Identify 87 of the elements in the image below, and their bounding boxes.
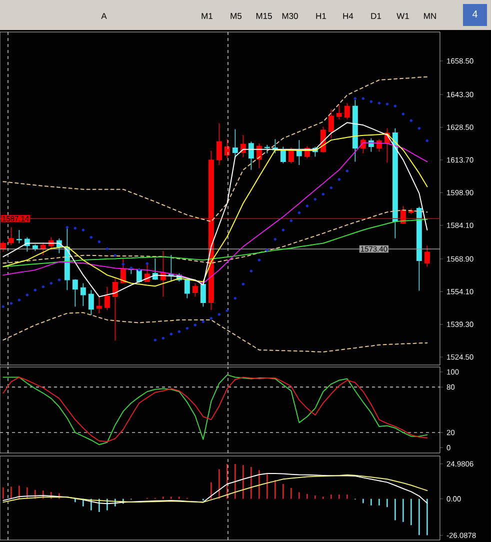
candlestick	[288, 146, 294, 164]
candlestick	[232, 128, 238, 159]
point	[218, 312, 221, 316]
point	[90, 236, 93, 239]
candlestick	[280, 146, 286, 164]
point	[58, 278, 61, 282]
point	[82, 228, 85, 232]
point	[138, 268, 141, 272]
point	[234, 296, 237, 300]
candlestick	[104, 286, 110, 310]
candlestick	[216, 122, 222, 166]
point	[418, 126, 421, 130]
point	[162, 336, 165, 340]
point	[306, 204, 309, 208]
point	[210, 316, 213, 320]
text: H1	[316, 13, 326, 19]
text: D1	[371, 13, 382, 19]
point	[330, 186, 333, 190]
point	[202, 320, 205, 324]
point	[34, 288, 37, 292]
candlestick	[96, 296, 102, 314]
point	[50, 282, 53, 285]
point	[154, 338, 157, 342]
point	[426, 139, 429, 142]
point	[378, 102, 381, 105]
point	[298, 211, 301, 214]
candlestick	[336, 104, 342, 120]
candlestick	[224, 138, 230, 159]
point	[226, 309, 229, 312]
text: M30	[282, 13, 298, 20]
point	[146, 262, 149, 265]
point	[26, 294, 29, 296]
text: A	[101, 13, 107, 19]
candlestick	[88, 290, 94, 316]
text: M1	[202, 13, 212, 19]
candlestick	[184, 278, 190, 299]
candlestick	[112, 278, 118, 342]
point	[282, 228, 285, 232]
point	[402, 112, 405, 116]
point	[122, 262, 125, 266]
point	[290, 219, 293, 222]
point	[394, 104, 397, 108]
text: M15	[256, 13, 272, 19]
point	[194, 324, 197, 326]
point	[346, 170, 349, 172]
point	[362, 97, 365, 100]
point	[386, 102, 389, 106]
point	[274, 238, 277, 241]
point	[354, 97, 357, 100]
point	[338, 178, 341, 181]
candlestick	[296, 140, 302, 166]
point	[66, 226, 69, 229]
candlestick	[144, 264, 150, 282]
candlestick	[344, 102, 350, 120]
text: 4	[472, 10, 478, 18]
point	[170, 332, 173, 336]
point	[266, 248, 269, 252]
candlestick	[8, 226, 14, 246]
candlestick	[248, 141, 254, 170]
point	[322, 192, 325, 196]
point	[370, 100, 373, 104]
point	[314, 198, 317, 201]
point	[186, 326, 189, 330]
candlestick	[192, 282, 198, 298]
candlestick	[168, 254, 174, 282]
point	[242, 282, 245, 286]
point	[42, 285, 45, 288]
candlestick	[328, 108, 334, 139]
point	[178, 330, 181, 334]
candlestick	[80, 282, 86, 306]
point	[410, 119, 413, 122]
point	[2, 305, 5, 308]
text: H4	[343, 13, 354, 19]
point	[74, 226, 77, 230]
point	[106, 247, 109, 250]
candlestick	[72, 278, 78, 308]
text: W1	[396, 13, 409, 19]
text: M5	[230, 13, 242, 19]
candlestick	[16, 230, 22, 244]
point	[10, 302, 13, 305]
point	[114, 254, 117, 257]
point	[258, 258, 261, 262]
point	[250, 270, 253, 272]
candlestick	[424, 245, 430, 268]
point	[98, 240, 101, 244]
text: MN	[424, 13, 436, 19]
point	[18, 298, 21, 302]
